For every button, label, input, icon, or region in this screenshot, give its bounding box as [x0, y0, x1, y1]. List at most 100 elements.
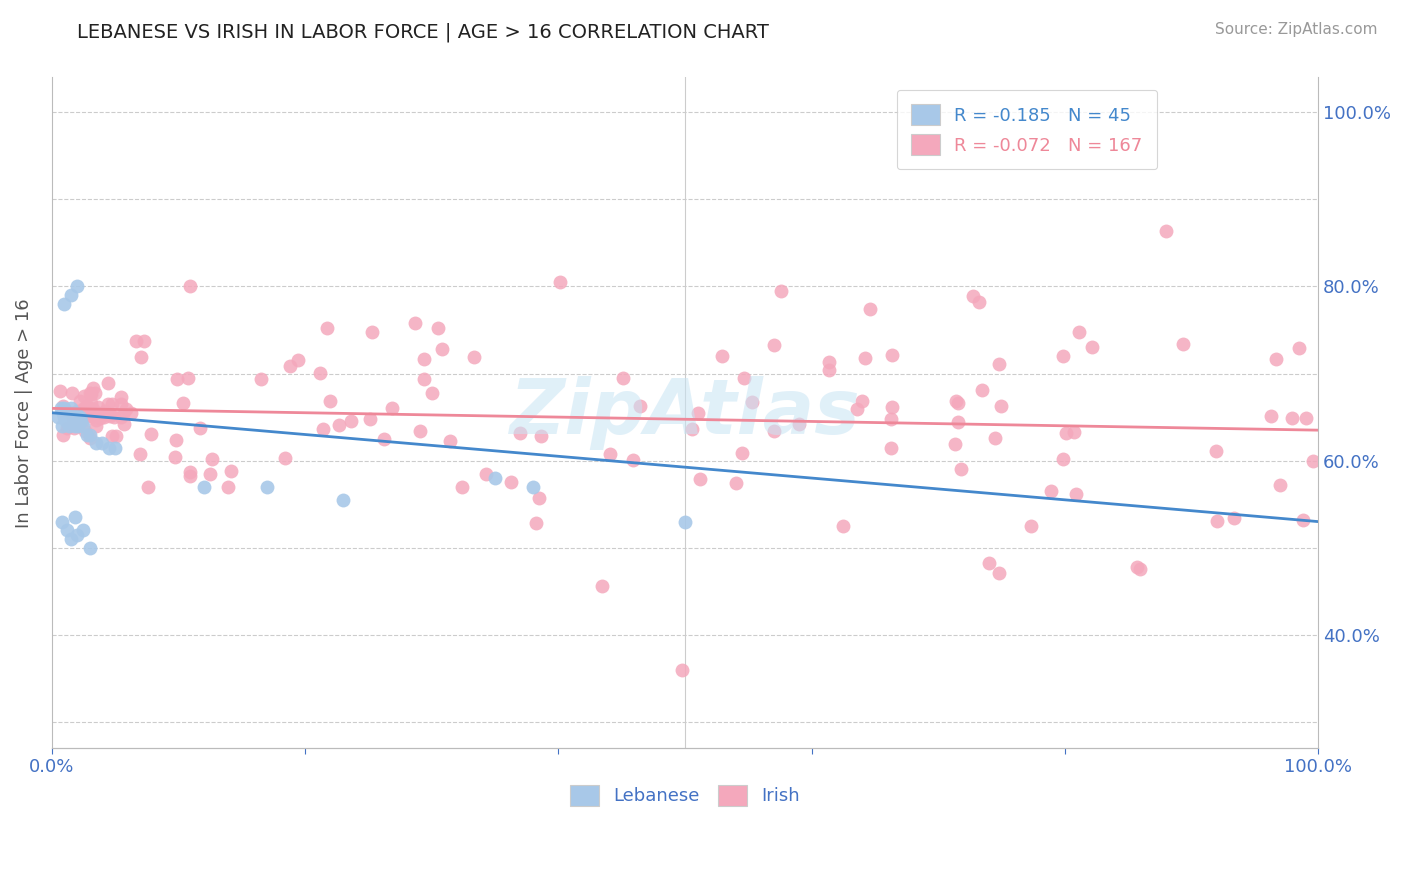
Point — [948, 396, 970, 410]
Point — [851, 394, 873, 409]
Point — [91, 436, 114, 450]
Point — [52, 402, 75, 417]
Point — [943, 437, 966, 451]
Point — [686, 406, 709, 420]
Point — [193, 480, 215, 494]
Point — [66, 527, 89, 541]
Point — [172, 396, 194, 410]
Point — [949, 462, 972, 476]
Point — [972, 383, 994, 397]
Point — [287, 353, 309, 368]
Point — [79, 541, 101, 555]
Point — [1126, 560, 1149, 574]
Point — [273, 450, 295, 465]
Point — [94, 408, 117, 422]
Point — [82, 409, 104, 423]
Point — [818, 354, 841, 368]
Point — [591, 579, 613, 593]
Point — [52, 399, 75, 413]
Point — [1288, 341, 1310, 355]
Point — [53, 410, 76, 425]
Point — [129, 350, 152, 364]
Point — [880, 412, 903, 426]
Point — [136, 480, 159, 494]
Point — [69, 394, 91, 409]
Point — [612, 371, 634, 385]
Point — [52, 406, 75, 420]
Point — [249, 372, 271, 386]
Point — [524, 516, 547, 530]
Point — [60, 414, 83, 428]
Point — [97, 441, 120, 455]
Point — [853, 351, 876, 366]
Point — [59, 410, 82, 425]
Point — [177, 371, 200, 385]
Point — [413, 351, 436, 366]
Point — [312, 422, 335, 436]
Point — [59, 401, 82, 416]
Point — [318, 394, 340, 409]
Point — [80, 396, 103, 410]
Point — [278, 359, 301, 373]
Point — [621, 453, 644, 467]
Point — [1081, 340, 1104, 354]
Point — [59, 288, 82, 302]
Point — [67, 418, 90, 433]
Point — [103, 409, 125, 424]
Point — [79, 427, 101, 442]
Point — [63, 421, 86, 435]
Point — [76, 399, 98, 413]
Point — [60, 386, 83, 401]
Point — [62, 410, 84, 425]
Point — [711, 349, 734, 363]
Point — [988, 566, 1011, 581]
Point — [1063, 425, 1085, 439]
Point — [599, 447, 621, 461]
Point — [427, 320, 450, 334]
Point — [1064, 487, 1087, 501]
Point — [1054, 426, 1077, 441]
Point — [59, 532, 82, 546]
Point — [628, 399, 651, 413]
Point — [84, 419, 107, 434]
Point — [98, 407, 121, 421]
Point — [70, 414, 93, 428]
Point — [49, 384, 72, 398]
Point — [163, 450, 186, 465]
Point — [420, 385, 443, 400]
Point — [359, 411, 381, 425]
Point — [139, 426, 162, 441]
Point — [165, 434, 187, 448]
Point — [1302, 454, 1324, 468]
Point — [129, 447, 152, 461]
Point — [787, 417, 810, 431]
Point — [100, 397, 122, 411]
Point — [72, 413, 94, 427]
Point — [46, 410, 69, 425]
Point — [89, 410, 111, 425]
Point — [105, 429, 128, 443]
Point — [62, 410, 84, 425]
Point — [499, 475, 522, 490]
Point — [945, 394, 967, 409]
Point — [76, 427, 98, 442]
Point — [93, 404, 115, 418]
Point — [56, 406, 79, 420]
Point — [79, 387, 101, 401]
Point — [120, 406, 142, 420]
Point — [66, 417, 89, 432]
Point — [859, 302, 882, 317]
Point — [97, 397, 120, 411]
Point — [66, 404, 89, 418]
Legend: Lebanese, Irish: Lebanese, Irish — [562, 778, 807, 813]
Point — [409, 424, 432, 438]
Point — [332, 492, 354, 507]
Point — [450, 480, 472, 494]
Point — [733, 371, 755, 385]
Point — [404, 316, 426, 330]
Point — [98, 409, 121, 424]
Point — [217, 480, 239, 494]
Point — [762, 424, 785, 438]
Point — [72, 524, 94, 538]
Point — [475, 467, 498, 482]
